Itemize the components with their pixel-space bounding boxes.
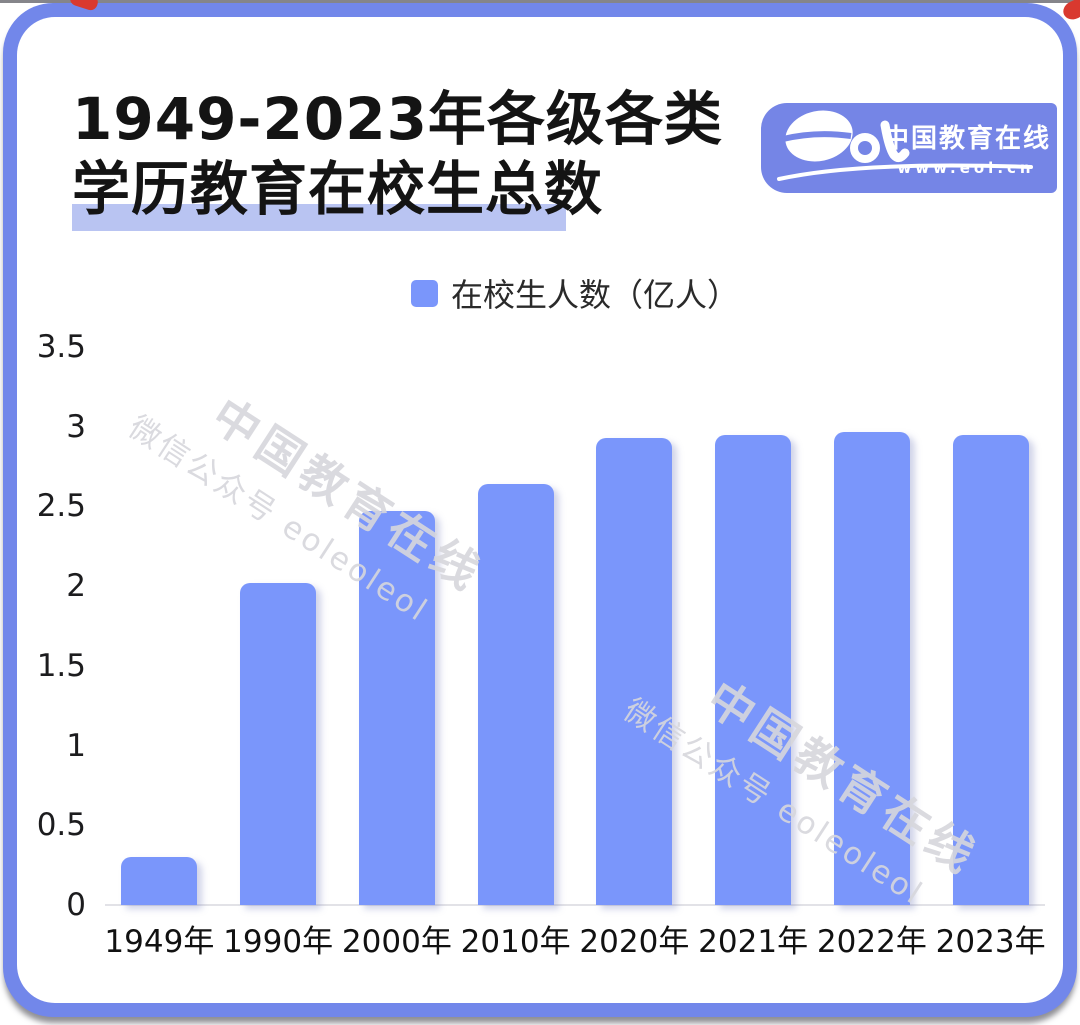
bar-slot: [219, 347, 338, 905]
bar-slot: [813, 347, 932, 905]
bar: [121, 857, 198, 905]
bar-plot-area: [100, 347, 1050, 905]
bar: [240, 582, 317, 905]
y-axis: 0 0.5 1 1.5 2 2.5 3 3.5: [18, 329, 86, 923]
eol-logo-icon: [777, 110, 1033, 181]
y-tick-label: 3: [66, 408, 86, 445]
legend-label: 在校生人数（亿人）: [450, 276, 739, 314]
page-title: 1949-2023年各级各类 学历教育在校生总数: [72, 84, 723, 231]
y-tick-label: 2.5: [36, 488, 86, 525]
bar: [952, 434, 1029, 905]
eol-logo-badge: 中国教育在线 www.eol.cn: [761, 103, 1057, 193]
x-axis-line: [105, 904, 1045, 906]
y-tick-label: 3.5: [36, 329, 86, 365]
bar: [477, 484, 554, 905]
x-tick-label: 2022年: [816, 924, 927, 960]
y-tick-label: 1: [66, 727, 86, 764]
bar-slot: [694, 347, 813, 905]
x-tick-label: 1949年: [104, 924, 215, 960]
bar-slot: [100, 347, 219, 905]
logo-site-url: www.eol.cn: [897, 159, 1035, 177]
bar-slot: [575, 347, 694, 905]
logo-site-name: 中国教育在线: [883, 124, 1052, 154]
legend-swatch: [410, 279, 438, 307]
bar: [715, 434, 792, 905]
bar: [596, 437, 673, 905]
bar: [358, 511, 435, 905]
title-line-2: 学历教育在校生总数: [72, 155, 604, 223]
x-tick-label: 2010年: [460, 924, 571, 960]
x-tick-label: 2023年: [935, 924, 1046, 960]
x-tick-label: 1990年: [223, 924, 334, 960]
y-tick-label: 2: [66, 568, 86, 605]
eol-logo-text: 中国教育在线 www.eol.cn: [883, 118, 1049, 177]
bar-slot: [931, 347, 1050, 905]
x-tick-label: 2000年: [341, 924, 452, 960]
title-highlight-bar: [72, 204, 566, 231]
x-tick-label: 2021年: [698, 924, 809, 960]
x-axis: 1949年 1990年 2000年 2010年 2020年 2021年 2022年 2023年: [100, 916, 1050, 961]
bar-slot: [338, 347, 457, 905]
x-tick-label: 2020年: [579, 924, 690, 960]
y-tick-label: 1.5: [36, 647, 86, 684]
screenshot-top-edge: [0, 0, 1080, 3]
chart-legend: 在校生人数（亿人）: [100, 270, 1050, 316]
bar: [833, 431, 910, 905]
y-tick-label: 0.5: [36, 807, 86, 844]
y-tick-label: 0: [66, 887, 86, 923]
title-line-1: 1949-2023年各级各类: [72, 85, 723, 153]
bar-slot: [456, 347, 575, 905]
